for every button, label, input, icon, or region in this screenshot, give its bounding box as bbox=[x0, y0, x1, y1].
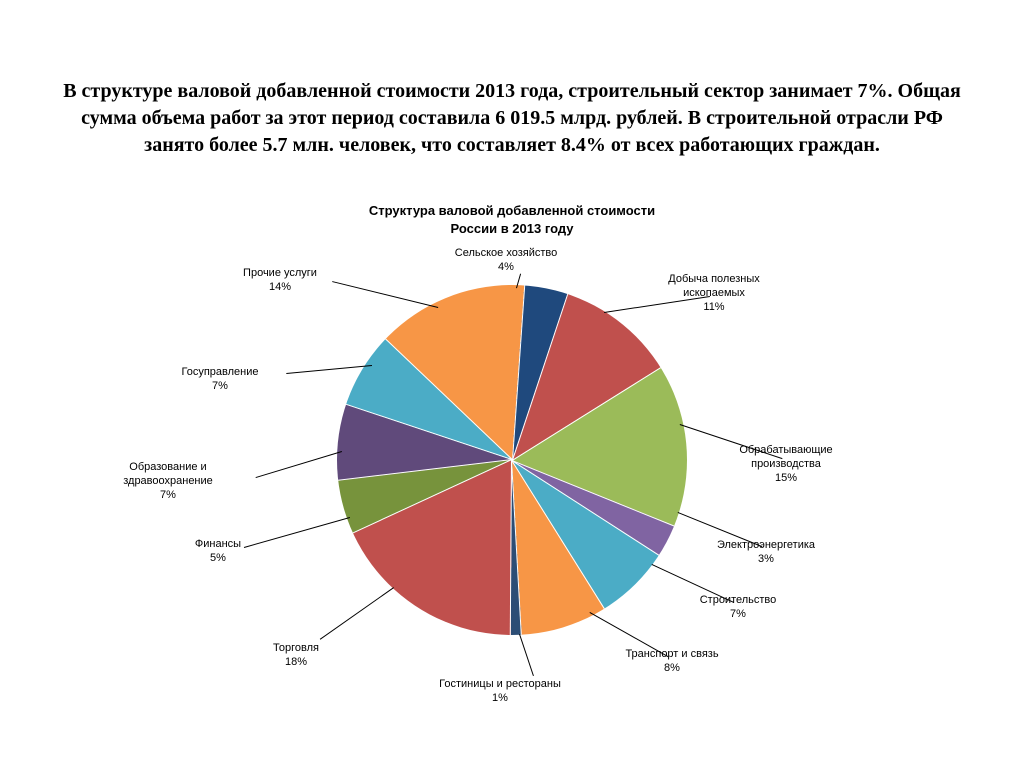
slice-label: Строительство7% bbox=[700, 594, 777, 622]
chart-title: Структура валовой добавленной стоимостиР… bbox=[0, 202, 1024, 237]
pie-chart-container: Структура валовой добавленной стоимостиР… bbox=[0, 200, 1024, 760]
slice-label: Госуправление7% bbox=[182, 366, 259, 394]
slice-label: Гостиницы и рестораны1% bbox=[439, 678, 561, 706]
leader-line bbox=[256, 451, 342, 478]
slice-label: Электроэнергетика3% bbox=[717, 539, 815, 567]
slice-label: Добыча полезныхископаемых11% bbox=[668, 273, 759, 314]
slide-title-text: В структуре валовой добавленной стоимост… bbox=[50, 78, 974, 159]
slice-label: Финансы5% bbox=[195, 538, 241, 566]
slice-label: Сельское хозяйство4% bbox=[455, 247, 557, 275]
slice-label: Транспорт и связь8% bbox=[625, 648, 718, 676]
slice-label: Образование издравоохранение7% bbox=[123, 461, 213, 502]
slice-label: Обрабатывающиепроизводства15% bbox=[739, 444, 832, 485]
leader-line bbox=[519, 634, 534, 676]
slice-label: Прочие услуги14% bbox=[243, 267, 317, 295]
slice-label: Торговля18% bbox=[273, 642, 319, 670]
leader-line bbox=[244, 517, 350, 548]
pie-chart bbox=[337, 285, 687, 635]
